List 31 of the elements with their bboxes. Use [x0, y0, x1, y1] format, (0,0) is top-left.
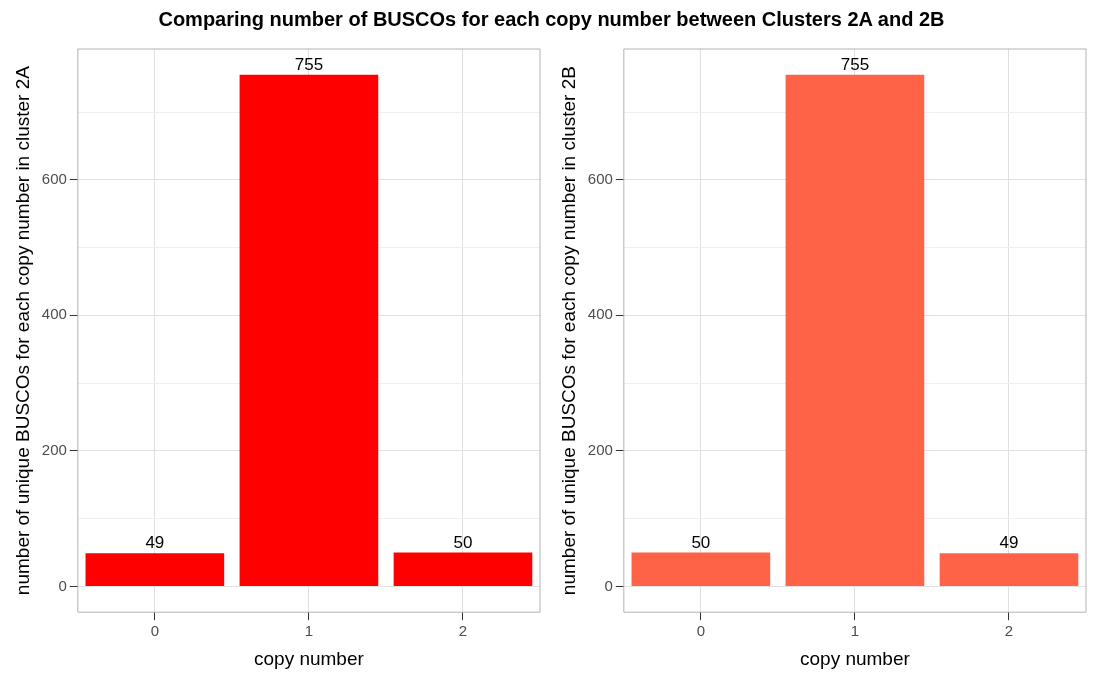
data-label: 49	[145, 533, 165, 553]
y-tick-label: 200	[587, 441, 613, 459]
x-tick-label: 0	[150, 622, 160, 640]
y-tick-label: 400	[587, 305, 613, 323]
bar	[239, 74, 379, 586]
data-label: 755	[840, 54, 870, 74]
data-label: 50	[691, 532, 711, 552]
y-tick-label: 400	[41, 305, 67, 323]
y-tick-label: 200	[41, 441, 67, 459]
chart-title: Comparing number of BUSCOs for each copy number between Clusters 2A and 2B	[157, 8, 946, 32]
data-label: 50	[453, 532, 473, 552]
bar	[85, 553, 225, 586]
y-tick-label: 600	[41, 169, 67, 187]
y-tick-label: 600	[587, 169, 613, 187]
y-tick-label: 0	[604, 576, 613, 594]
y-axis-title: number of unique BUSCOs for each copy number in cluster 2A	[11, 65, 33, 596]
bar	[785, 74, 925, 586]
bar	[631, 552, 771, 586]
x-tick-label: 2	[1004, 622, 1014, 640]
x-axis-title: copy number	[253, 647, 365, 669]
x-axis-title: copy number	[799, 647, 911, 669]
x-tick-label: 2	[458, 622, 468, 640]
y-axis-title: number of unique BUSCOs for each copy number in cluster 2B	[557, 66, 579, 596]
bar	[939, 553, 1079, 586]
x-tick-label: 1	[850, 622, 860, 640]
y-tick-label: 0	[58, 576, 67, 594]
bar	[393, 552, 533, 586]
data-label: 755	[294, 54, 324, 74]
data-label: 49	[999, 533, 1019, 553]
x-tick-label: 0	[696, 622, 706, 640]
x-tick-label: 1	[304, 622, 314, 640]
